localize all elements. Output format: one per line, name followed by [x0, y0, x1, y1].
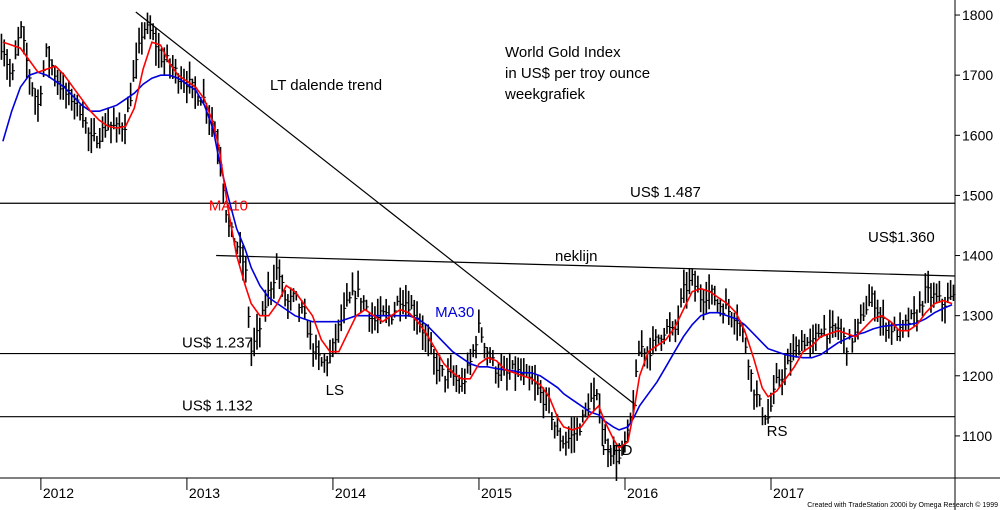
ma30-line	[2, 71, 953, 431]
y-tick-label-1100: 1100	[962, 428, 992, 444]
moving-averages	[2, 41, 953, 450]
trendline-1	[216, 254, 956, 277]
chart-title-line-2: in US$ per troy ounce	[505, 65, 650, 82]
neckline-value-label: US$1.360	[868, 229, 935, 246]
y-tick-label-1400: 1400	[962, 248, 993, 264]
x-tick-label-2012: 2012	[43, 485, 74, 501]
ma30-label: MA30	[435, 304, 474, 321]
x-tick-label-2014: 2014	[335, 485, 366, 501]
hline-label-2: US$ 1.132	[182, 398, 253, 415]
annotation-ls: LS	[326, 382, 344, 399]
y-tick-label-1700: 1700	[962, 67, 993, 83]
trendlines	[135, 11, 956, 407]
trendline-label: LT dalende trend	[270, 77, 382, 94]
chart-labels: US$ 1.487 US$ 1.237 US$ 1.132 MA10 MA30 LS HFD…	[182, 184, 787, 459]
neckline-label: neklijn	[555, 248, 598, 265]
ma10-label: MA10	[209, 197, 248, 214]
annotation-rs: RS	[767, 423, 788, 440]
y-tick-label-1500: 1500	[962, 187, 993, 203]
trendline-0	[135, 11, 638, 407]
hline-label-0: US$ 1.487	[630, 184, 701, 201]
chart-title-line-1: World Gold Index	[505, 44, 621, 61]
hline-label-1: US$ 1.237	[182, 335, 253, 352]
chart-title-line-3: weekgrafiek	[504, 86, 586, 103]
ma10-line	[2, 41, 953, 450]
x-tick-label-2013: 2013	[189, 485, 220, 501]
x-tick-label-2015: 2015	[481, 485, 512, 501]
x-tick-label-2017: 2017	[773, 485, 804, 501]
y-tick-label-1300: 1300	[962, 308, 993, 324]
credit-text: Created with TradeStation 2000i by Omega…	[807, 501, 998, 509]
y-tick-label-1600: 1600	[962, 127, 993, 143]
x-tick-label-2016: 2016	[627, 485, 658, 501]
y-tick-label-1800: 1800	[962, 7, 993, 23]
y-tick-label-1200: 1200	[962, 368, 993, 384]
annotation-hfd: HFD	[602, 442, 633, 459]
